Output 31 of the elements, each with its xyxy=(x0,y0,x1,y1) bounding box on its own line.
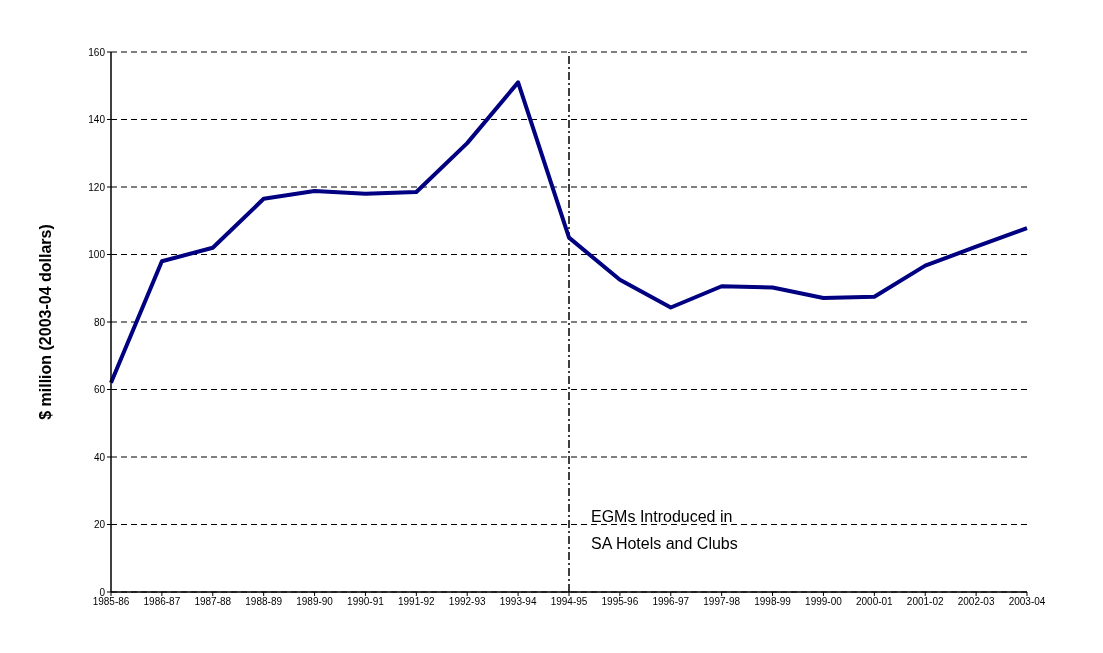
x-tick-label: 2002-03 xyxy=(957,596,995,608)
line-series xyxy=(109,80,1029,385)
x-tick-label: 1985-86 xyxy=(92,596,130,608)
y-tick-label: 160 xyxy=(88,46,106,58)
y-tick-label: 20 xyxy=(93,519,106,531)
y-tick-label: 80 xyxy=(93,316,106,328)
y-tick-label: 60 xyxy=(93,384,106,396)
x-tick-label: 1995-96 xyxy=(601,596,639,608)
x-tick-label: 1989-90 xyxy=(296,596,334,608)
x-tick-label: 1988-89 xyxy=(245,596,283,608)
x-tick-label: 1990-91 xyxy=(347,596,385,608)
x-tick-label: 1986-87 xyxy=(143,596,181,608)
x-tick-label: 1998-99 xyxy=(754,596,792,608)
x-tick-label: 1996-97 xyxy=(652,596,690,608)
x-tick-label: 2001-02 xyxy=(906,596,945,608)
x-tick-label: 2000-01 xyxy=(855,596,894,608)
x-tick-label: 1991-92 xyxy=(397,596,436,608)
y-axis-title: $ million (2003-04 dollars) xyxy=(36,224,54,420)
y-tick-label: 0 xyxy=(99,586,106,598)
x-tick-label: 2003-04 xyxy=(1008,596,1046,608)
ref-line-label: EGMs Introduced in SA Hotels and Clubs xyxy=(591,508,738,552)
x-tick-label: 1997-98 xyxy=(703,596,741,608)
y-tick-label: 100 xyxy=(88,249,106,261)
x-tick-label: 1999-00 xyxy=(805,596,843,608)
x-tick-label: 1993-94 xyxy=(499,596,537,608)
y-tick-label: 140 xyxy=(88,114,106,126)
x-tick-label: 1992-93 xyxy=(448,596,487,608)
x-tick-label: 1994-95 xyxy=(550,596,588,608)
x-tick-label: 1987-88 xyxy=(194,596,232,608)
y-tick-label: 120 xyxy=(88,181,106,193)
y-tick-label: 40 xyxy=(93,451,106,463)
